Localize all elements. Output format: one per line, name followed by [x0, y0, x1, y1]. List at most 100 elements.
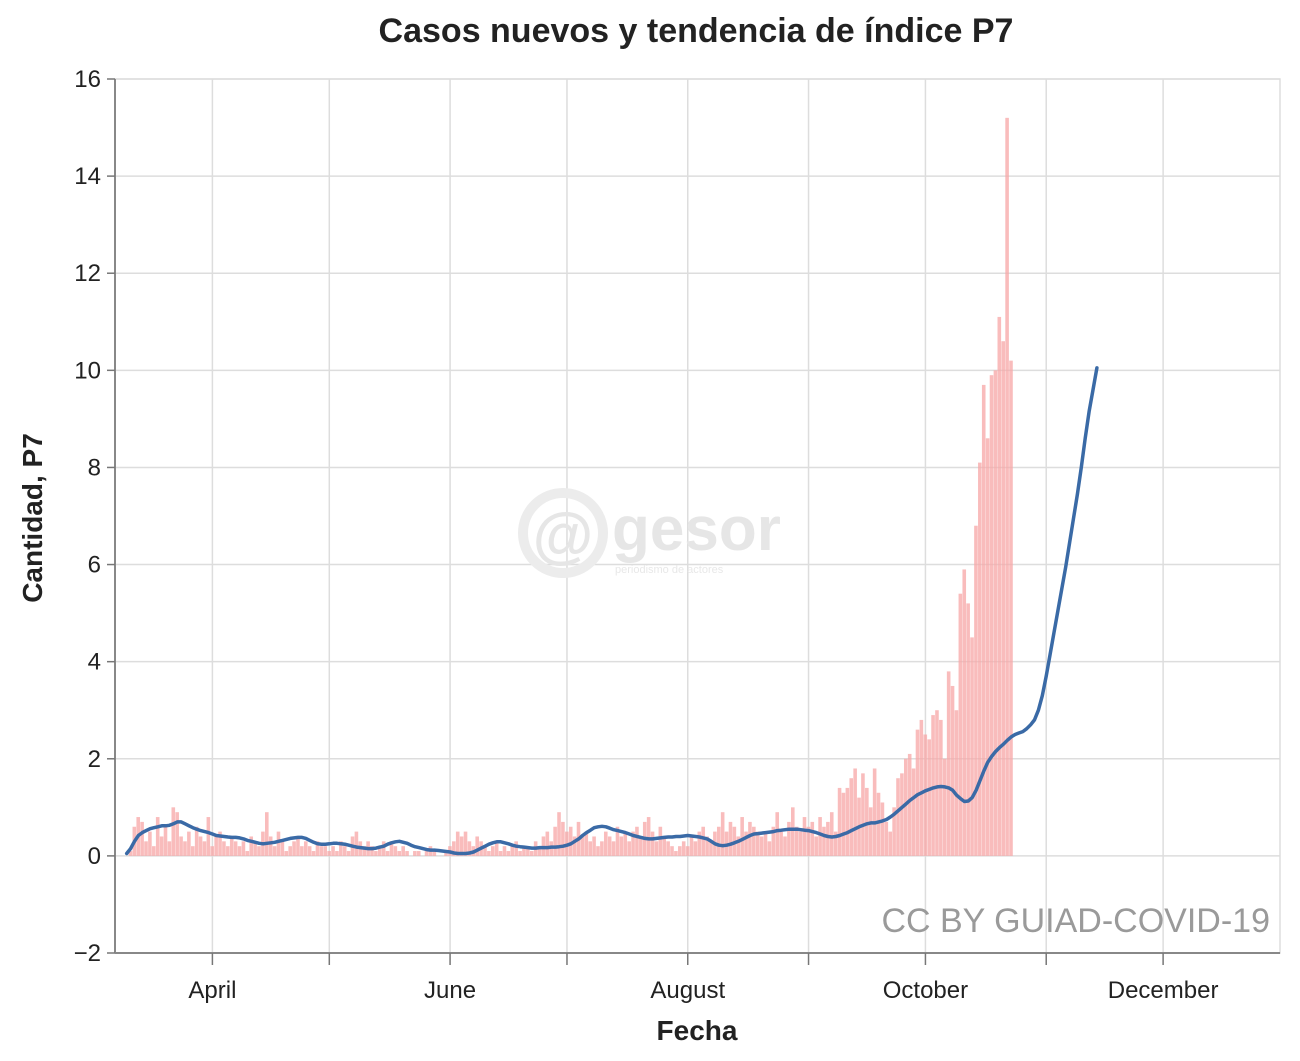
case-bar — [280, 841, 285, 856]
case-bar — [253, 841, 257, 856]
case-bar — [985, 438, 990, 856]
case-bar — [397, 851, 402, 856]
case-bar — [989, 375, 994, 856]
case-bar — [697, 831, 702, 856]
case-bar — [218, 831, 222, 856]
case-bar — [529, 851, 534, 856]
case-bar — [190, 846, 195, 856]
case-bar — [779, 831, 783, 856]
case-bar — [619, 836, 624, 856]
case-bar — [954, 710, 959, 856]
case-bar — [962, 569, 967, 856]
case-bar — [378, 846, 382, 856]
case-bar — [198, 836, 203, 856]
case-bar — [833, 831, 838, 856]
case-bar — [611, 841, 616, 856]
y-tick-label: 10 — [74, 357, 101, 384]
case-bar — [444, 851, 448, 856]
p7-trend-line — [124, 366, 1099, 856]
case-bar — [997, 316, 1002, 856]
case-bar — [584, 831, 589, 856]
logo-at: @ — [533, 501, 593, 570]
case-bar — [346, 851, 351, 856]
case-bar — [845, 787, 850, 856]
case-bar — [487, 851, 491, 856]
case-bar — [970, 637, 974, 856]
case-bar — [923, 734, 928, 856]
case-bar — [580, 836, 585, 856]
case-bar — [510, 846, 515, 856]
case-bar — [919, 719, 924, 856]
case-bar — [163, 826, 168, 856]
case-bar — [514, 841, 518, 856]
x-tick-label: October — [883, 977, 968, 1004]
case-bar — [331, 846, 335, 856]
case-bar — [674, 851, 678, 856]
case-bar — [794, 826, 799, 856]
logo-ring — [518, 488, 608, 578]
case-bar — [210, 846, 215, 856]
case-bar — [950, 685, 955, 856]
y-tick-label: 8 — [88, 454, 101, 481]
case-bar — [911, 768, 916, 856]
case-bar — [681, 841, 686, 856]
y-tick-label: 16 — [74, 66, 101, 93]
case-bar — [459, 836, 464, 856]
case-bar — [635, 826, 639, 856]
case-bar — [206, 817, 211, 856]
case-bar — [327, 851, 331, 856]
case-bar — [705, 836, 709, 856]
case-bar — [354, 831, 359, 856]
case-bar — [678, 846, 682, 856]
case-bar — [654, 841, 659, 856]
case-bar — [1001, 341, 1005, 856]
y-tick-label: 12 — [74, 260, 101, 287]
case-bar — [276, 831, 281, 856]
case-bar — [888, 831, 893, 856]
case-bar — [853, 768, 857, 856]
case-bar — [413, 851, 417, 856]
case-bar — [222, 841, 226, 856]
case-bar — [666, 841, 670, 856]
case-bar — [685, 846, 690, 856]
case-bar — [720, 812, 725, 856]
case-bar — [740, 817, 744, 856]
case-bar — [483, 846, 487, 856]
y-tick-label: 0 — [88, 843, 101, 870]
case-bar — [755, 831, 760, 856]
case-bar — [592, 836, 596, 856]
agesor-logo: @ gesor periodismo de actores — [518, 488, 781, 578]
case-bar — [526, 846, 530, 856]
case-bar — [389, 841, 394, 856]
y-tick-label: 4 — [88, 649, 101, 676]
case-bar — [880, 802, 885, 856]
case-bar — [144, 841, 148, 856]
y-tick-label: 14 — [74, 163, 101, 190]
case-bar — [763, 831, 768, 856]
case-bar — [572, 836, 577, 856]
case-bar — [872, 768, 877, 856]
case-bar — [553, 826, 557, 856]
case-bar — [237, 846, 242, 856]
case-bar — [300, 846, 304, 856]
x-axis-title: Fecha — [657, 1015, 738, 1046]
case-bar — [272, 846, 277, 856]
case-bar — [892, 807, 896, 856]
case-bar — [841, 792, 846, 856]
case-bar — [284, 851, 289, 856]
case-bar — [140, 821, 144, 856]
case-bar — [662, 836, 667, 856]
case-bar — [296, 836, 300, 856]
case-bar — [1009, 360, 1013, 856]
case-bar — [292, 841, 296, 856]
case-bar — [670, 846, 674, 856]
case-bar — [362, 846, 367, 856]
case-bar — [545, 831, 550, 856]
case-bar — [603, 831, 608, 856]
case-bar — [194, 826, 199, 856]
case-bar — [557, 812, 561, 856]
case-bar — [904, 758, 908, 856]
case-bar — [159, 836, 164, 856]
case-bar — [342, 846, 347, 856]
case-bar — [233, 841, 238, 856]
